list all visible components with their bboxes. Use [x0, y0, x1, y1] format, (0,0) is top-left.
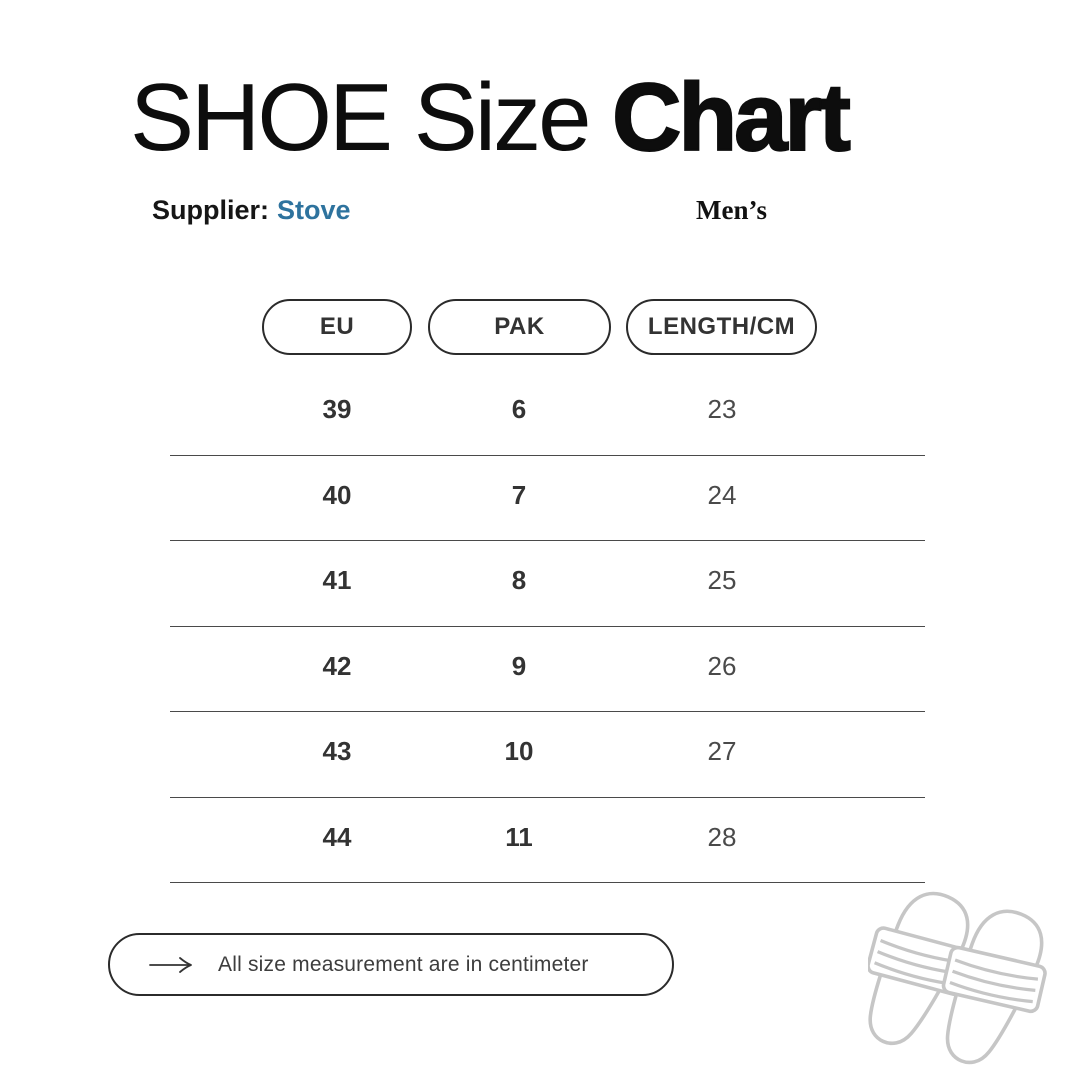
table-cell-length: 25 [707, 565, 737, 596]
table-cell-pak: 10 [504, 736, 534, 767]
table-row: 41 8 25 [170, 541, 925, 627]
table-cell-length: 23 [707, 394, 737, 425]
header-pill-pak: PAK [428, 299, 611, 355]
title-space [588, 64, 612, 171]
table-cell-pak: 7 [511, 479, 527, 510]
table-cell-length: 26 [707, 650, 737, 681]
table-row: 39 6 23 [170, 370, 925, 456]
table-cell-eu: 41 [322, 565, 352, 596]
table-row: 44 11 28 [170, 798, 925, 883]
meta-row: Supplier: Stove Men’s [0, 195, 1080, 231]
gender-label: Men’s [696, 195, 767, 225]
table-row: 42 9 26 [170, 627, 925, 712]
table-cell-eu: 44 [322, 821, 352, 852]
table-row: 43 10 27 [170, 712, 925, 798]
footnote-text: All size measurement are in centimeter [218, 952, 589, 976]
header-pill-eu: EU [262, 299, 412, 355]
table-cell-eu: 42 [322, 650, 352, 681]
table-cell-pak: 6 [511, 394, 527, 425]
supplier-line: Supplier: Stove [152, 195, 351, 226]
supplier-label: Supplier: [152, 195, 270, 225]
table-cell-pak: 8 [511, 565, 527, 596]
table-cell-length: 27 [707, 736, 737, 767]
table-cell-pak: 11 [505, 821, 533, 852]
title-bold-part: Chart [611, 64, 852, 171]
table-cell-eu: 39 [322, 394, 352, 425]
supplier-value: Stove [277, 195, 351, 225]
table-cell-length: 28 [707, 821, 737, 852]
header-pill-length: LENGTH/CM [626, 299, 817, 355]
title-regular-part: SHOE Size [130, 64, 591, 171]
page-title: SHOE Size Chart [130, 66, 852, 169]
table-row: 40 7 24 [170, 456, 925, 541]
table-cell-eu: 43 [322, 736, 352, 767]
slippers-illustration [868, 891, 1047, 1065]
table-cell-pak: 9 [511, 650, 527, 681]
size-table: 39 6 23 40 7 24 41 8 25 42 9 26 43 10 27… [170, 370, 925, 883]
arrow-right-icon [149, 956, 192, 973]
table-header-row: EU PAK LENGTH/CM [170, 299, 925, 357]
table-cell-eu: 40 [322, 479, 352, 510]
footnote-pill: All size measurement are in centimeter [108, 933, 674, 996]
table-cell-length: 24 [707, 479, 737, 510]
